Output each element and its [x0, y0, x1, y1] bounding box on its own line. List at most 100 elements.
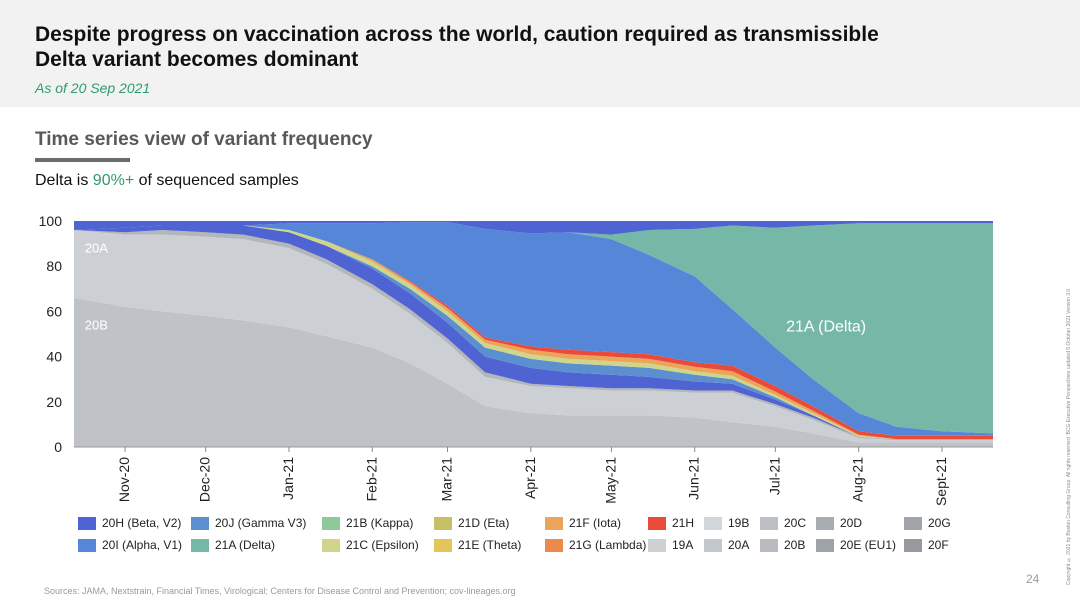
legend-item: 21E (Theta) [434, 538, 521, 552]
legend-swatch [904, 516, 922, 530]
legend-item: 20D [816, 516, 862, 530]
y-tick-label: 40 [46, 349, 62, 365]
x-tick-label: Nov-20 [116, 457, 132, 502]
legend-label: 20I (Alpha, V1) [102, 538, 183, 552]
legend-swatch [648, 516, 666, 530]
variant-frequency-chart: 0 20 40 60 80 100 Nov-20 Dec-20 Jan-21 Feb-21 Mar-… [39, 213, 993, 506]
legend-label: 20H (Beta, V2) [102, 516, 182, 530]
legend-swatch [434, 516, 452, 530]
y-tick-label: 60 [46, 303, 62, 319]
legend-label: 19B [728, 516, 750, 530]
chart-legend: 20H (Beta, V2) 20I (Alpha, V1) 20J (Gamma … [78, 516, 978, 560]
y-tick-label: 80 [46, 258, 62, 274]
legend-label: 21G (Lambda) [569, 538, 647, 552]
x-tick-label: Mar-21 [439, 457, 455, 502]
legend-label: 20A [728, 538, 750, 552]
legend-swatch [704, 538, 722, 552]
as-of-date: As of 20 Sep 2021 [35, 80, 151, 96]
legend-item: 21A (Delta) [191, 538, 275, 552]
header-band [0, 0, 1080, 107]
x-tick-label: Feb-21 [363, 457, 379, 502]
legend-swatch [816, 516, 834, 530]
legend-item: 20G [904, 516, 951, 530]
legend-swatch [78, 538, 96, 552]
legend-label: 20B [784, 538, 806, 552]
legend-item: 19A [648, 538, 693, 552]
legend-swatch [816, 538, 834, 552]
x-tick-label: Dec-20 [197, 457, 213, 502]
legend-label: 21B (Kappa) [346, 516, 414, 530]
sources-note: Sources: JAMA, Nextstrain, Financial Tim… [44, 586, 516, 596]
legend-swatch [434, 538, 452, 552]
legend-label: 20D [840, 516, 863, 530]
x-tick-label: May-21 [602, 457, 618, 504]
x-tick-label: Sept-21 [933, 457, 949, 506]
legend-item: 21H [648, 516, 694, 530]
annotation-label: 21A (Delta) [786, 319, 866, 336]
legend-item: 20A [704, 538, 749, 552]
section-title: Time series view of variant frequency [35, 129, 373, 150]
series-area-20i-alpha-v1 [74, 222, 993, 436]
legend-label: 21C (Epsilon) [346, 538, 419, 552]
y-tick-label: 20 [46, 394, 62, 410]
chart-annotations: 20A 20B 21A (Delta) [85, 241, 866, 336]
legend-swatch [78, 516, 96, 530]
copyright-note: Copyright © 2021 by Boston Consulting Gr… [1066, 288, 1072, 585]
legend-item: 21D (Eta) [434, 516, 509, 530]
legend-swatch [191, 516, 209, 530]
legend-item: 20J (Gamma V3) [191, 516, 306, 530]
legend-swatch [760, 538, 778, 552]
legend-item: 21C (Epsilon) [322, 538, 419, 552]
series-area-20b [74, 297, 993, 447]
series-area-21h [74, 225, 993, 440]
legend-label: 20E (EU1) [840, 538, 897, 552]
legend-label: 20J (Gamma V3) [215, 516, 307, 530]
series-area-remainder [74, 221, 993, 235]
legend-label: 21E (Theta) [458, 538, 522, 552]
page-number: 24 [1026, 572, 1040, 586]
x-tick-label: Aug-21 [850, 457, 866, 502]
chart-axes: 0 20 40 60 80 100 Nov-20 Dec-20 Jan-21 Feb-21 Mar-… [39, 213, 993, 506]
x-tick-label: Apr-21 [522, 457, 538, 499]
legend-label: 20G [928, 516, 951, 530]
y-tick-label: 100 [39, 213, 63, 229]
x-tick-label: Jan-21 [280, 457, 296, 500]
legend-item: 20I (Alpha, V1) [78, 538, 182, 552]
series-area-20a [74, 230, 993, 443]
legend-item: 20B [760, 538, 805, 552]
legend-item: 20F [904, 538, 949, 552]
legend-swatch [322, 516, 340, 530]
legend-swatch [904, 538, 922, 552]
legend-item: 21F (Iota) [545, 516, 621, 530]
annotation-label: 20B [85, 317, 108, 332]
y-tick-label: 0 [54, 439, 62, 455]
subtitle-text: Delta is [35, 172, 93, 189]
legend-swatch [648, 538, 666, 552]
legend-label: 21A (Delta) [215, 538, 276, 552]
legend-item: 21B (Kappa) [322, 516, 413, 530]
legend-swatch [760, 516, 778, 530]
annotation-label: 20A [85, 241, 108, 256]
x-tick-label: Jul-21 [766, 457, 782, 495]
legend-item: 20C [760, 516, 806, 530]
legend-swatch [545, 538, 563, 552]
section-subtitle: Delta is 90%+ of sequenced samples [35, 172, 299, 190]
page-title: Despite progress on vaccination across t… [35, 23, 879, 71]
legend-label: 20F [928, 538, 949, 552]
legend-swatch [545, 516, 563, 530]
subtitle-text-end: of sequenced samples [134, 172, 299, 189]
chart-areas [74, 221, 993, 447]
legend-swatch [322, 538, 340, 552]
series-area-21a-delta [74, 222, 993, 434]
legend-swatch [191, 538, 209, 552]
section-underline [35, 158, 130, 162]
legend-item: 19B [704, 516, 749, 530]
x-tick-label: Jun-21 [686, 457, 702, 500]
legend-label: 19A [672, 538, 694, 552]
legend-label: 21F (Iota) [569, 516, 622, 530]
legend-item: 20E (EU1) [816, 538, 896, 552]
legend-label: 21H [672, 516, 695, 530]
subtitle-highlight: 90%+ [92, 172, 135, 189]
legend-label: 21D (Eta) [458, 516, 510, 530]
legend-item: 20H (Beta, V2) [78, 516, 181, 530]
